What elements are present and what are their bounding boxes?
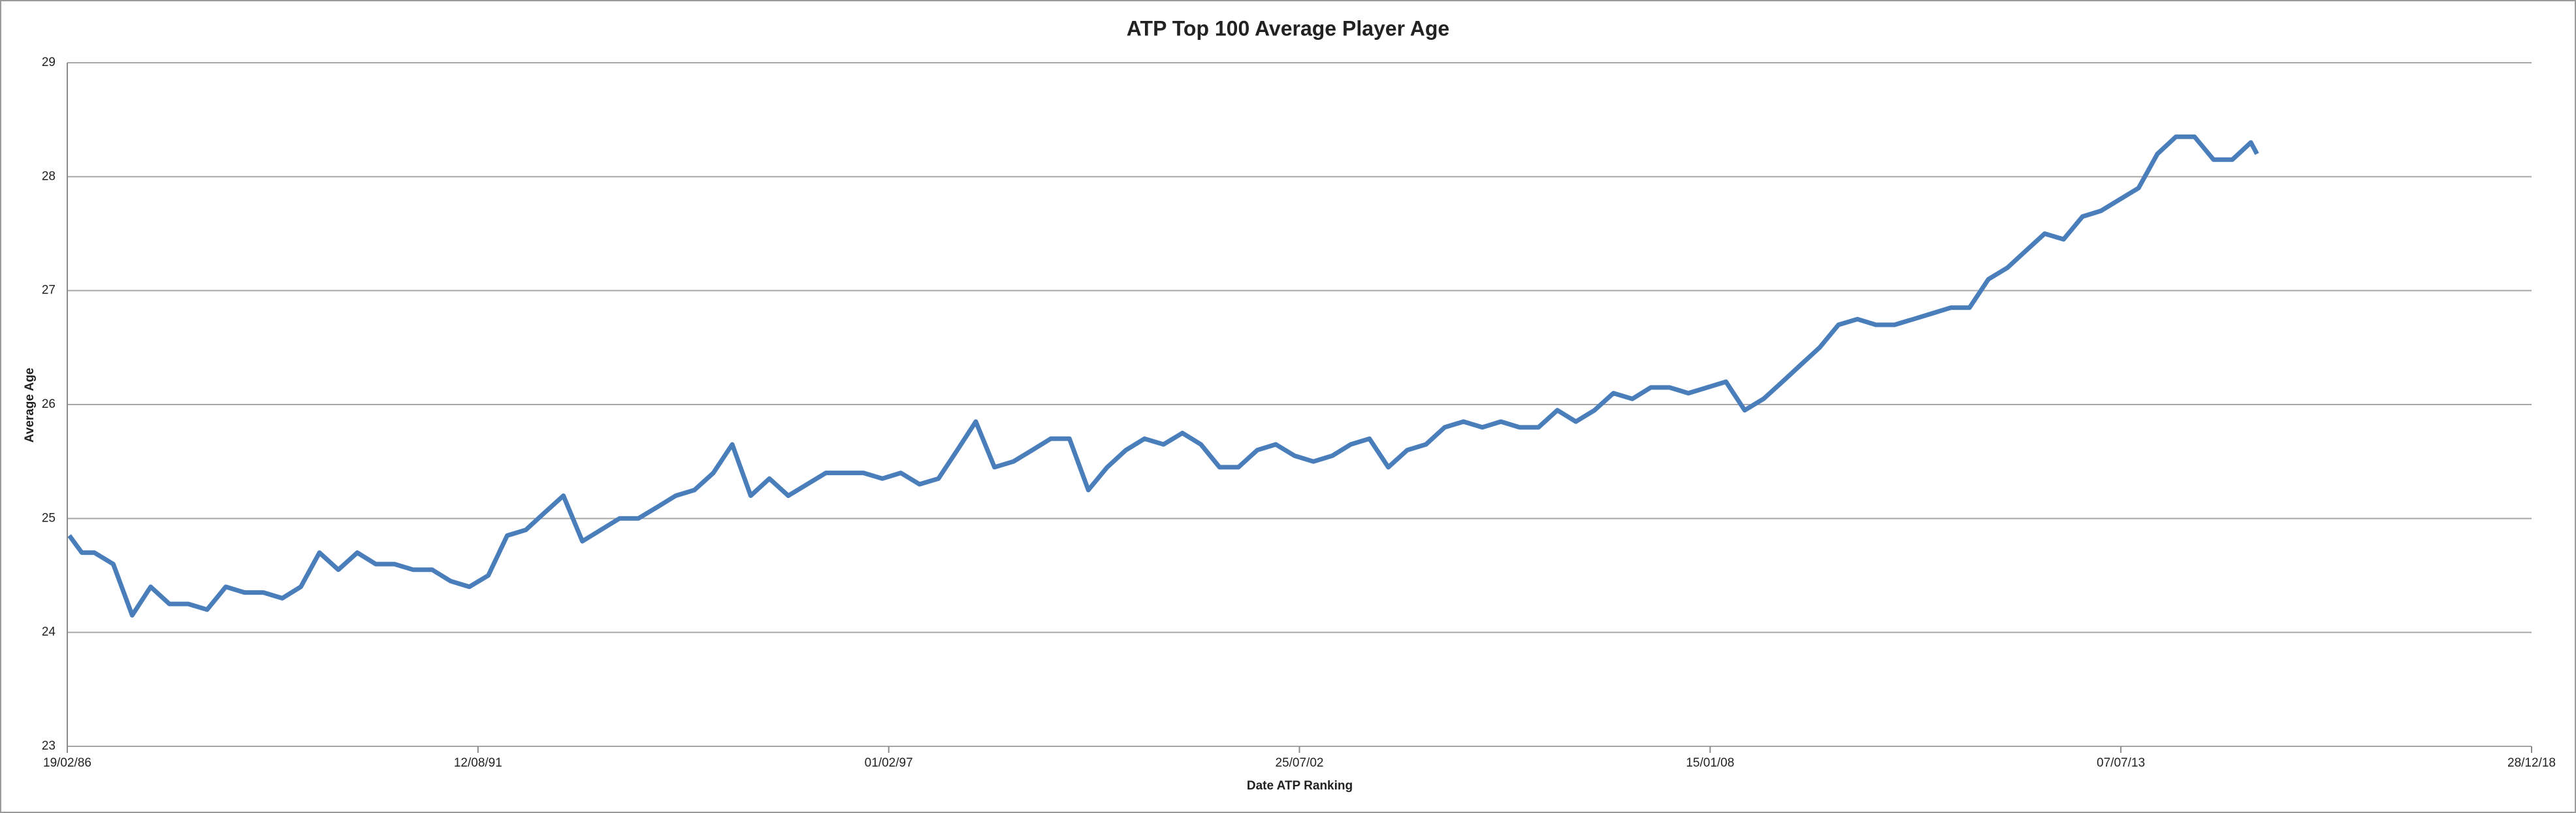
x-axis-title: Date ATP Ranking [1247, 779, 1353, 793]
x-tick-label: 12/08/91 [454, 756, 502, 770]
x-tick-label: 07/07/13 [2097, 756, 2145, 770]
y-tick-label: 27 [42, 284, 56, 297]
data-line [67, 134, 2259, 618]
y-tick-label: 24 [42, 625, 56, 639]
x-tick-label: 15/01/08 [1686, 756, 1734, 770]
y-tick-label: 29 [42, 56, 56, 69]
y-axis-title: Average Age [23, 368, 37, 443]
y-tick-label: 25 [42, 511, 56, 525]
y-tick-label: 23 [42, 739, 56, 753]
x-tick-label: 25/07/02 [1276, 756, 1324, 770]
x-tick-label: 19/02/86 [43, 756, 91, 770]
y-tick-label: 28 [42, 169, 56, 183]
chart-title: ATP Top 100 Average Player Age [1127, 16, 1449, 40]
x-tick-label: 28/12/18 [2507, 756, 2556, 770]
x-tick-label: 01/02/97 [865, 756, 913, 770]
y-tick-label: 26 [42, 397, 56, 411]
